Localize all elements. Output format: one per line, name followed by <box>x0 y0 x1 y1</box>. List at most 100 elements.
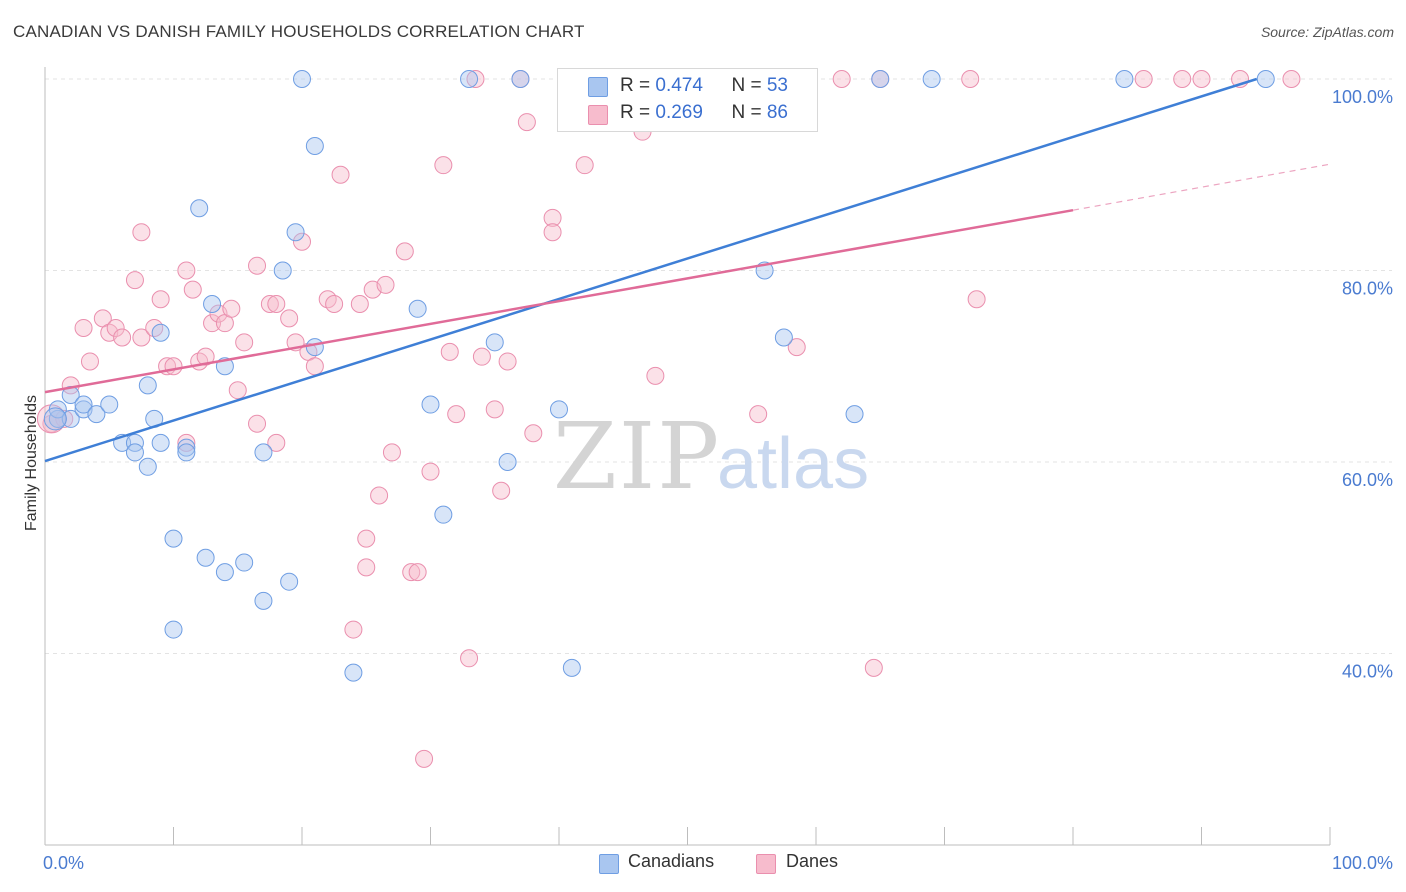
canadians-point <box>125 443 144 462</box>
x-tick-label: 100.0% <box>1332 853 1393 873</box>
danes-trend-extension <box>1072 163 1331 211</box>
danes-point <box>382 443 401 462</box>
danes-point <box>331 165 350 184</box>
n-label: N = <box>731 75 767 96</box>
canadians-point <box>100 395 119 414</box>
danes-point <box>1173 70 1192 88</box>
danes-point <box>543 223 562 242</box>
source-credit: Source: ZipAtlas.com <box>1260 24 1394 40</box>
danes-point <box>36 404 66 434</box>
canadians-point <box>421 395 440 414</box>
canadians-point <box>280 572 299 591</box>
danes-legend-label: Danes <box>786 851 839 871</box>
n-label: N = <box>731 102 767 123</box>
canadians-point <box>460 70 479 88</box>
danes-point <box>80 352 99 371</box>
canadians-point <box>138 376 157 395</box>
danes-point <box>164 357 183 376</box>
canadians-point <box>485 333 504 352</box>
danes-point <box>1134 70 1153 88</box>
canadians-point <box>498 453 517 471</box>
r-value: 0.269 <box>655 102 703 123</box>
danes-point <box>646 366 665 385</box>
danes-point <box>260 295 279 314</box>
danes-point <box>492 481 511 500</box>
danes-point <box>1192 70 1211 88</box>
danes-point <box>498 352 517 371</box>
danes-point <box>967 290 986 309</box>
danes-point <box>460 649 479 668</box>
canadians-legend-label: Canadians <box>628 851 715 871</box>
y-tick-label: 100.0% <box>1332 87 1393 107</box>
danes-point <box>961 70 980 88</box>
canadians-point <box>254 591 273 610</box>
danes-point <box>132 223 151 242</box>
danes-point <box>344 620 363 639</box>
danes-point <box>402 563 421 582</box>
danes-point <box>376 275 395 294</box>
canadians-swatch <box>588 77 608 97</box>
canadians-point <box>434 505 453 524</box>
canadians-point <box>164 529 183 548</box>
danes-point <box>440 342 459 361</box>
danes-point <box>434 156 453 175</box>
danes-point <box>421 462 440 481</box>
y-axis-label: Family Households <box>23 395 40 531</box>
canadians-point <box>177 438 196 457</box>
danes-point <box>222 299 241 318</box>
x-tick-label: 0.0% <box>43 853 84 873</box>
danes-point <box>1282 70 1301 88</box>
danes-point <box>113 328 132 347</box>
canadians-point <box>562 658 581 677</box>
danes-point <box>485 400 504 419</box>
danes-point <box>151 290 170 309</box>
canadians-point <box>305 137 324 156</box>
canadians-point <box>922 70 941 88</box>
danes-point <box>357 558 376 577</box>
danes-point <box>395 242 414 261</box>
canadians-point <box>286 223 305 242</box>
canadians-point <box>344 663 363 682</box>
canadians-point <box>273 261 292 280</box>
canadians-point <box>74 395 93 414</box>
watermark-atlas: atlas <box>717 424 869 504</box>
canadians-point <box>43 407 67 431</box>
y-tick-label: 60.0% <box>1342 470 1393 490</box>
danes-point <box>203 314 222 333</box>
r-label: R = <box>620 75 656 96</box>
danes-point <box>517 113 536 132</box>
r-label: R = <box>620 102 656 123</box>
canadians-point <box>190 199 209 218</box>
danes-point <box>74 318 93 337</box>
canadians-point <box>408 299 427 318</box>
canadians-stats: R = 0.474 N = 53 <box>620 75 788 99</box>
danes-point <box>787 338 806 357</box>
canadians-point <box>774 328 793 347</box>
gridlines <box>45 78 1392 654</box>
danes-point <box>196 347 215 366</box>
danes-point <box>832 70 851 88</box>
n-value: 86 <box>766 102 788 123</box>
tick-labels: 40.0% 60.0% 80.0% 100.0% 0.0% 100.0% <box>43 87 1393 873</box>
canadians-point <box>305 338 324 357</box>
canadians-point <box>151 323 170 342</box>
danes-point <box>543 208 562 227</box>
canadians-point <box>235 553 254 572</box>
danes-point <box>235 333 254 352</box>
y-tick-label: 40.0% <box>1342 662 1393 682</box>
chart-title: CANADIAN VS DANISH FAMILY HOUSEHOLDS COR… <box>13 22 585 41</box>
danes-point <box>575 156 594 175</box>
danes-point <box>415 749 434 768</box>
danes-point <box>132 328 151 347</box>
canadians-point <box>87 405 106 424</box>
canadians-point <box>203 295 222 314</box>
canadians-point <box>196 548 215 567</box>
danes-point <box>408 563 427 582</box>
danes-point <box>293 232 311 251</box>
danes-point <box>305 357 324 376</box>
danes-trend-line <box>44 208 1074 394</box>
danes-point <box>183 280 202 299</box>
canadians-point <box>254 443 273 462</box>
n-value: 53 <box>766 75 788 96</box>
